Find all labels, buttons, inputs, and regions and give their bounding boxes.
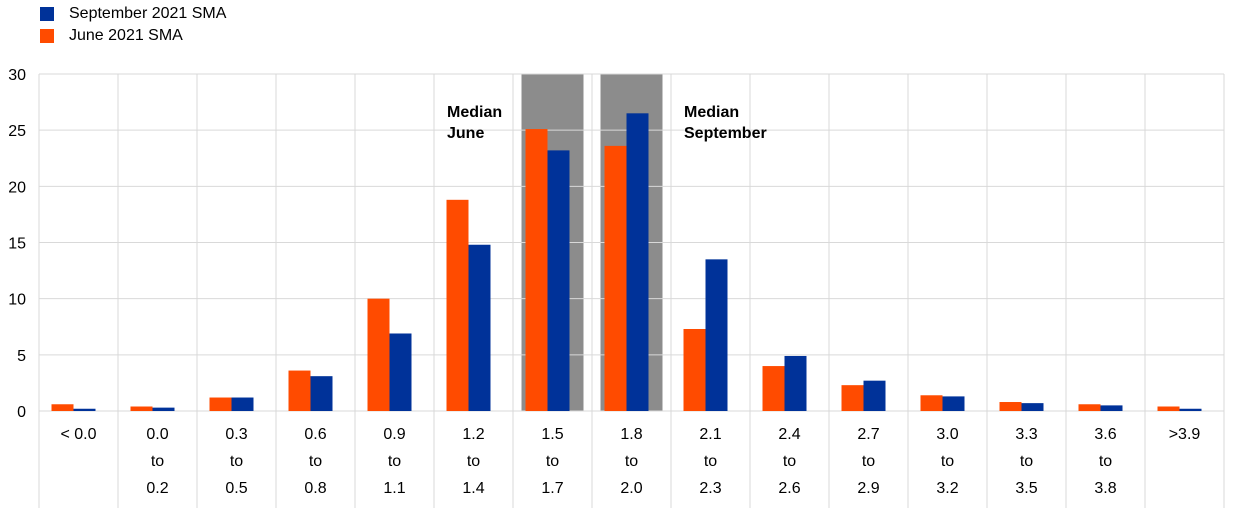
median-annotation-0-0: Median bbox=[447, 104, 502, 121]
bar-september-8 bbox=[705, 259, 728, 411]
bar-september-9 bbox=[784, 355, 807, 411]
x-tick-label-4-2: 1.1 bbox=[383, 480, 405, 497]
x-tick-label-12-0: 3.3 bbox=[1015, 426, 1037, 443]
x-tick-label-4-1: to bbox=[388, 453, 401, 470]
bar-september-11 bbox=[942, 396, 965, 411]
bar-september-7 bbox=[626, 113, 649, 412]
x-tick-label-10-0: 2.7 bbox=[857, 426, 879, 443]
legend-label-june: June 2021 SMA bbox=[69, 27, 183, 44]
legend-item-september: September 2021 SMA bbox=[40, 3, 226, 25]
x-tick-label-7-0: 1.8 bbox=[620, 426, 642, 443]
bar-june-3 bbox=[288, 370, 311, 411]
y-tick-label-20: 20 bbox=[8, 179, 26, 196]
bar-september-0 bbox=[73, 408, 96, 411]
x-tick-label-11-2: 3.2 bbox=[936, 480, 958, 497]
bar-june-1 bbox=[130, 406, 153, 411]
x-tick-label-4-0: 0.9 bbox=[383, 426, 405, 443]
bar-september-13 bbox=[1100, 405, 1123, 411]
y-tick-label-5: 5 bbox=[17, 348, 26, 365]
bar-june-0 bbox=[51, 404, 74, 411]
x-tick-label-7-2: 2.0 bbox=[620, 480, 642, 497]
x-tick-label-12-1: to bbox=[1020, 453, 1033, 470]
y-tick-label-25: 25 bbox=[8, 123, 26, 140]
x-tick-label-12-2: 3.5 bbox=[1015, 480, 1037, 497]
y-tick-label-10: 10 bbox=[8, 292, 26, 309]
x-tick-label-9-1: to bbox=[783, 453, 796, 470]
bar-june-5 bbox=[446, 199, 469, 411]
bar-june-10 bbox=[841, 385, 864, 411]
bar-june-8 bbox=[683, 328, 706, 411]
x-tick-label-2-1: to bbox=[230, 453, 243, 470]
x-tick-label-5-1: to bbox=[467, 453, 480, 470]
x-tick-label-6-0: 1.5 bbox=[541, 426, 563, 443]
bar-september-2 bbox=[231, 397, 254, 411]
chart-legend: September 2021 SMA June 2021 SMA bbox=[40, 3, 226, 47]
bar-june-4 bbox=[367, 298, 390, 411]
x-tick-label-11-0: 3.0 bbox=[936, 426, 958, 443]
x-tick-label-10-2: 2.9 bbox=[857, 480, 879, 497]
x-tick-label-7-1: to bbox=[625, 453, 638, 470]
x-tick-label-1-0: 0.0 bbox=[146, 426, 168, 443]
bar-june-2 bbox=[209, 397, 232, 411]
bar-september-10 bbox=[863, 380, 886, 411]
x-tick-label-5-2: 1.4 bbox=[462, 480, 484, 497]
legend-swatch-september bbox=[40, 7, 54, 21]
median-annotation-1-0: Median bbox=[684, 104, 739, 121]
bar-june-13 bbox=[1078, 404, 1101, 411]
x-tick-label-0-0: < 0.0 bbox=[60, 426, 96, 443]
legend-label-september: September 2021 SMA bbox=[69, 5, 227, 22]
x-tick-label-2-0: 0.3 bbox=[225, 426, 247, 443]
bar-september-1 bbox=[152, 407, 175, 411]
median-annotation-0-1: June bbox=[447, 125, 484, 142]
median-annotation-1-1: September bbox=[684, 125, 767, 142]
bar-september-5 bbox=[468, 244, 491, 411]
x-tick-label-1-2: 0.2 bbox=[146, 480, 168, 497]
bar-september-14 bbox=[1179, 408, 1202, 411]
legend-swatch-june bbox=[40, 29, 54, 43]
x-tick-label-8-0: 2.1 bbox=[699, 426, 721, 443]
y-tick-label-15: 15 bbox=[8, 236, 26, 253]
x-tick-label-8-1: to bbox=[704, 453, 717, 470]
y-tick-label-0: 0 bbox=[17, 404, 26, 421]
bar-june-12 bbox=[999, 402, 1022, 411]
x-tick-label-3-2: 0.8 bbox=[304, 480, 326, 497]
x-tick-label-3-1: to bbox=[309, 453, 322, 470]
x-tick-label-6-2: 1.7 bbox=[541, 480, 563, 497]
x-tick-label-1-1: to bbox=[151, 453, 164, 470]
x-tick-label-13-1: to bbox=[1099, 453, 1112, 470]
bar-september-6 bbox=[547, 150, 570, 412]
bar-september-4 bbox=[389, 333, 412, 411]
x-tick-label-13-2: 3.8 bbox=[1094, 480, 1116, 497]
x-tick-label-10-1: to bbox=[862, 453, 875, 470]
bar-september-3 bbox=[310, 376, 333, 411]
legend-item-june: June 2021 SMA bbox=[40, 25, 226, 47]
x-tick-label-11-1: to bbox=[941, 453, 954, 470]
bar-june-14 bbox=[1157, 406, 1180, 411]
x-tick-label-14-0: >3.9 bbox=[1169, 426, 1201, 443]
x-tick-label-3-0: 0.6 bbox=[304, 426, 326, 443]
bar-june-6 bbox=[525, 129, 548, 411]
x-tick-label-5-0: 1.2 bbox=[462, 426, 484, 443]
x-tick-label-6-1: to bbox=[546, 453, 559, 470]
y-tick-label-30: 30 bbox=[8, 67, 26, 84]
x-tick-label-9-2: 2.6 bbox=[778, 480, 800, 497]
x-tick-label-13-0: 3.6 bbox=[1094, 426, 1116, 443]
bar-june-11 bbox=[920, 395, 943, 411]
x-tick-label-2-2: 0.5 bbox=[225, 480, 247, 497]
x-tick-label-8-2: 2.3 bbox=[699, 480, 721, 497]
bar-june-7 bbox=[604, 145, 627, 412]
x-tick-label-9-0: 2.4 bbox=[778, 426, 800, 443]
bar-june-9 bbox=[762, 366, 785, 411]
bar-september-12 bbox=[1021, 403, 1044, 411]
